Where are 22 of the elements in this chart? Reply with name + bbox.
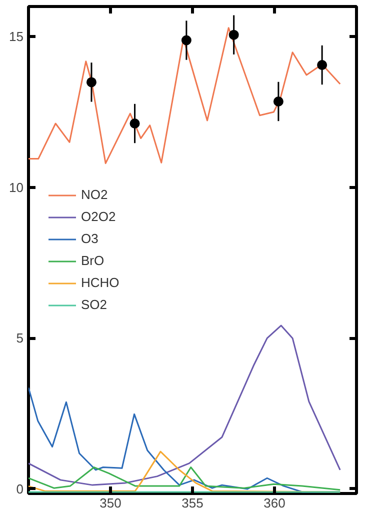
y-tick-label: 5 [16, 330, 24, 346]
point [86, 77, 96, 88]
legend-label: SO2 [81, 297, 108, 312]
y-tick-label: 0 [16, 481, 24, 496]
legend-label: NO2 [81, 187, 108, 202]
x-tick-label: 355 [182, 496, 204, 510]
point [228, 30, 239, 40]
line-series [28, 27, 341, 164]
x-tick-label: 350 [100, 496, 122, 510]
y-tick-label: 10 [9, 180, 24, 195]
legend-label: BrO [81, 253, 104, 268]
point [181, 35, 192, 46]
legend-label: HCHO [81, 275, 120, 290]
legend-label: O2O2 [81, 209, 116, 224]
point [317, 60, 328, 70]
point [273, 96, 284, 106]
x-tick-label: 360 [264, 496, 286, 510]
y-tick-label: 15 [9, 29, 24, 44]
legend-label: O3 [81, 231, 100, 246]
point [130, 118, 140, 128]
line-series [28, 324, 341, 486]
line-series [28, 466, 341, 491]
